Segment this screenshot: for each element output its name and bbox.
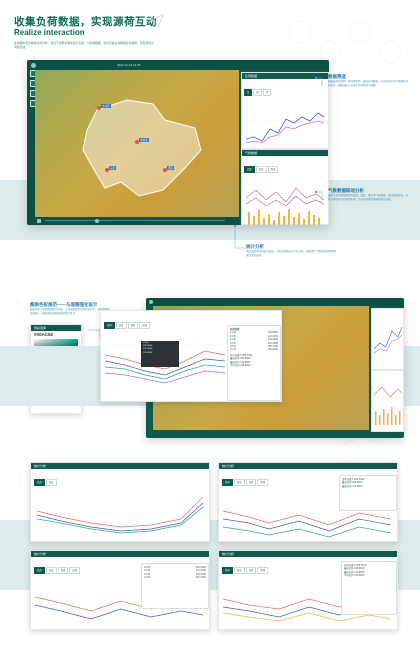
region-boundary — [82, 99, 202, 197]
tab-day[interactable]: 日 — [244, 88, 253, 96]
tab-humidity[interactable]: 湿度 — [245, 478, 257, 486]
pin-label: 市南区 — [139, 138, 149, 142]
card-title: 统计分析 — [31, 463, 209, 469]
tab-temperature[interactable]: 温度 — [244, 165, 255, 173]
weather-panel-mini — [371, 370, 404, 432]
card-popup: 14:00 236.5MW 14:15 241.2MW 14:30 248.9MW 1… — [141, 563, 209, 609]
card-title: 统计分析 — [31, 551, 209, 557]
tab-temperature[interactable]: 温度 — [45, 478, 57, 486]
callout-colors: 图表色彩规范——与底图强化设计 图表色彩与底图色调相互协调，在保证数据可读性的前… — [30, 302, 110, 315]
tab-load[interactable]: 负荷 — [222, 566, 233, 574]
paper-plane-icon — [150, 14, 164, 28]
callout-stats-text: 通过选择不同的统计维度，对负荷数据进行汇总分析，帮助用户了解负荷的整体情况与变化… — [246, 250, 337, 257]
tab-week[interactable]: 周 — [253, 88, 262, 96]
card-popup: 负荷总量 1,568.3MW 最高负荷 286.5MW 最低负荷 142.8MW 平均… — [341, 561, 397, 615]
weather-panel: 气象数据 温度 湿度 风速 — [241, 149, 329, 225]
tab-load[interactable]: 负荷 — [34, 478, 45, 486]
map-pin[interactable] — [97, 106, 101, 110]
series-forecast — [245, 120, 325, 144]
stats-card-3: 统计分析 负荷 温度 湿度 风速 14:00 236.5MW 14:15 241.2MW … — [30, 550, 210, 630]
top-bar: 2022-11-13 14:25 — [27, 60, 329, 70]
timeline-handle[interactable] — [95, 218, 99, 223]
trend-chart — [222, 510, 392, 538]
tab-humidity[interactable]: 湿度 — [57, 566, 69, 574]
weather-combo-chart — [245, 187, 325, 225]
logo-icon — [31, 62, 36, 68]
tab-temperature[interactable]: 温度 — [115, 321, 127, 329]
pin-label: 西区 — [167, 166, 175, 170]
timeline-bar[interactable] — [35, 217, 239, 225]
callout-load: 数据筛选 根据选择的日期、区域等条件，筛选负荷数据，对比实际负荷与预测负荷的差异… — [328, 74, 410, 87]
callout-colors-text: 图表色彩与底图色调相互协调，在保证数据可读性的前提下，使整体视觉更加统一，图表配… — [30, 308, 111, 315]
tab-load[interactable]: 负荷 — [222, 478, 233, 486]
callout-load-text: 根据选择的日期、区域等条件，筛选负荷数据，对比实际负荷与预测负荷的差异，辅助调度… — [328, 80, 409, 87]
tab-load[interactable]: 负荷 — [104, 321, 115, 329]
map[interactable]: 市北区 市南区 东区 西区 — [35, 70, 239, 217]
weather-panel-title: 气象数据 — [242, 150, 328, 156]
callout-weather: 气象数据联动分析 展示与负荷密切相关的温度、湿度、降水等气象数据，通过图表联动，… — [328, 188, 410, 201]
hero-title: 收集负荷数据，实现源荷互动 — [14, 16, 157, 28]
series-temperature — [245, 187, 325, 203]
chart-tooltip: 14:00 236.5MW 241.2MW 248.9MW — [141, 341, 179, 367]
tab-temperature[interactable]: 温度 — [45, 566, 57, 574]
callout-stats-title: 统计分析 — [246, 244, 264, 249]
tab-temperature[interactable]: 温度 — [233, 478, 245, 486]
series-humidity — [245, 195, 325, 207]
load-line-chart — [245, 108, 325, 146]
tab-wind[interactable]: 风速 — [139, 321, 151, 329]
tab-humidity[interactable]: 湿度 — [127, 321, 139, 329]
map-pin[interactable] — [163, 168, 167, 172]
tab-wind[interactable]: 风速 — [69, 566, 81, 574]
series-actual — [245, 112, 325, 142]
pin-label: 市北区 — [101, 104, 111, 108]
stats-card-4: 统计分析 负荷 温度 湿度 风速 负荷总量 1,568.3MW 最高负荷 286.5MW… — [218, 550, 398, 630]
hero-subtitle: Realize interaction — [14, 28, 85, 37]
tab-wind[interactable]: 风速 — [257, 478, 269, 486]
tab-temperature[interactable]: 温度 — [233, 566, 245, 574]
load-panel: 负荷数据 日周月 — [241, 72, 329, 149]
top-bar — [146, 298, 404, 306]
hero-description: 在地图中展示城市负荷分布，通过下方图表联动展示负荷、气象等数据，实时掌握负荷数据… — [14, 41, 154, 49]
map-pin[interactable] — [105, 168, 109, 172]
stats-card-2: 统计分析 负荷 温度 湿度 风速 负荷总量 1,568.3MW 最高负荷 286.5MW… — [218, 462, 398, 542]
pin-label: 东区 — [109, 166, 117, 170]
callout-weather-title: 气象数据联动分析 — [328, 188, 364, 193]
callout-load-title: 数据筛选 — [328, 74, 346, 79]
card-popup: 负荷总量 1,568.3MW 最高负荷 286.5MW 最低负荷 142.8MW — [339, 475, 397, 511]
callout-colors-title: 图表色彩规范——与底图强化设计 — [30, 302, 98, 307]
play-icon[interactable] — [37, 218, 41, 223]
tab-humidity[interactable]: 湿度 — [245, 566, 257, 574]
trend-chart — [36, 496, 204, 542]
callout-stats: 统计分析 通过选择不同的统计维度，对负荷数据进行汇总分析，帮助用户了解负荷的整体… — [246, 244, 336, 257]
tab-humidity[interactable]: 湿度 — [255, 165, 267, 173]
load-detail-popup: 负荷详情 14:00 236.5MW 14:15 241.2MW 14:30 248.… — [227, 325, 281, 401]
load-panel-title: 负荷数据 — [242, 73, 328, 79]
card-title: 统计分析 — [219, 463, 397, 469]
tab-wind[interactable]: 风速 — [257, 566, 269, 574]
color-picker-title: 色彩选择 — [31, 325, 81, 331]
datetime: 2022-11-13 14:25 — [117, 62, 141, 67]
stats-card-1: 统计分析 负荷 温度 — [30, 462, 210, 542]
logo-icon — [149, 300, 153, 304]
tab-month[interactable]: 月 — [262, 88, 272, 96]
hex-value[interactable]: #00AC92 — [34, 332, 54, 337]
popup-title: 负荷详情 — [230, 328, 240, 331]
load-panel-mini — [371, 308, 404, 370]
card-title: 统计分析 — [219, 551, 397, 557]
app-window-main: 2022-11-13 14:25 市北区 市南区 东区 西区 负荷数据 日周月 — [27, 60, 329, 225]
tab-load[interactable]: 负荷 — [34, 566, 45, 574]
tab-wind[interactable]: 风速 — [267, 165, 279, 173]
callout-weather-text: 展示与负荷密切相关的温度、湿度、降水等气象数据，通过图表联动，分析气象因素对负荷… — [328, 194, 409, 201]
stats-analysis-panel: 负荷 温度 湿度 风速 14:00 236.5MW 241.2MW 248.9MW 负… — [100, 310, 282, 402]
map-pin[interactable] — [135, 140, 139, 144]
